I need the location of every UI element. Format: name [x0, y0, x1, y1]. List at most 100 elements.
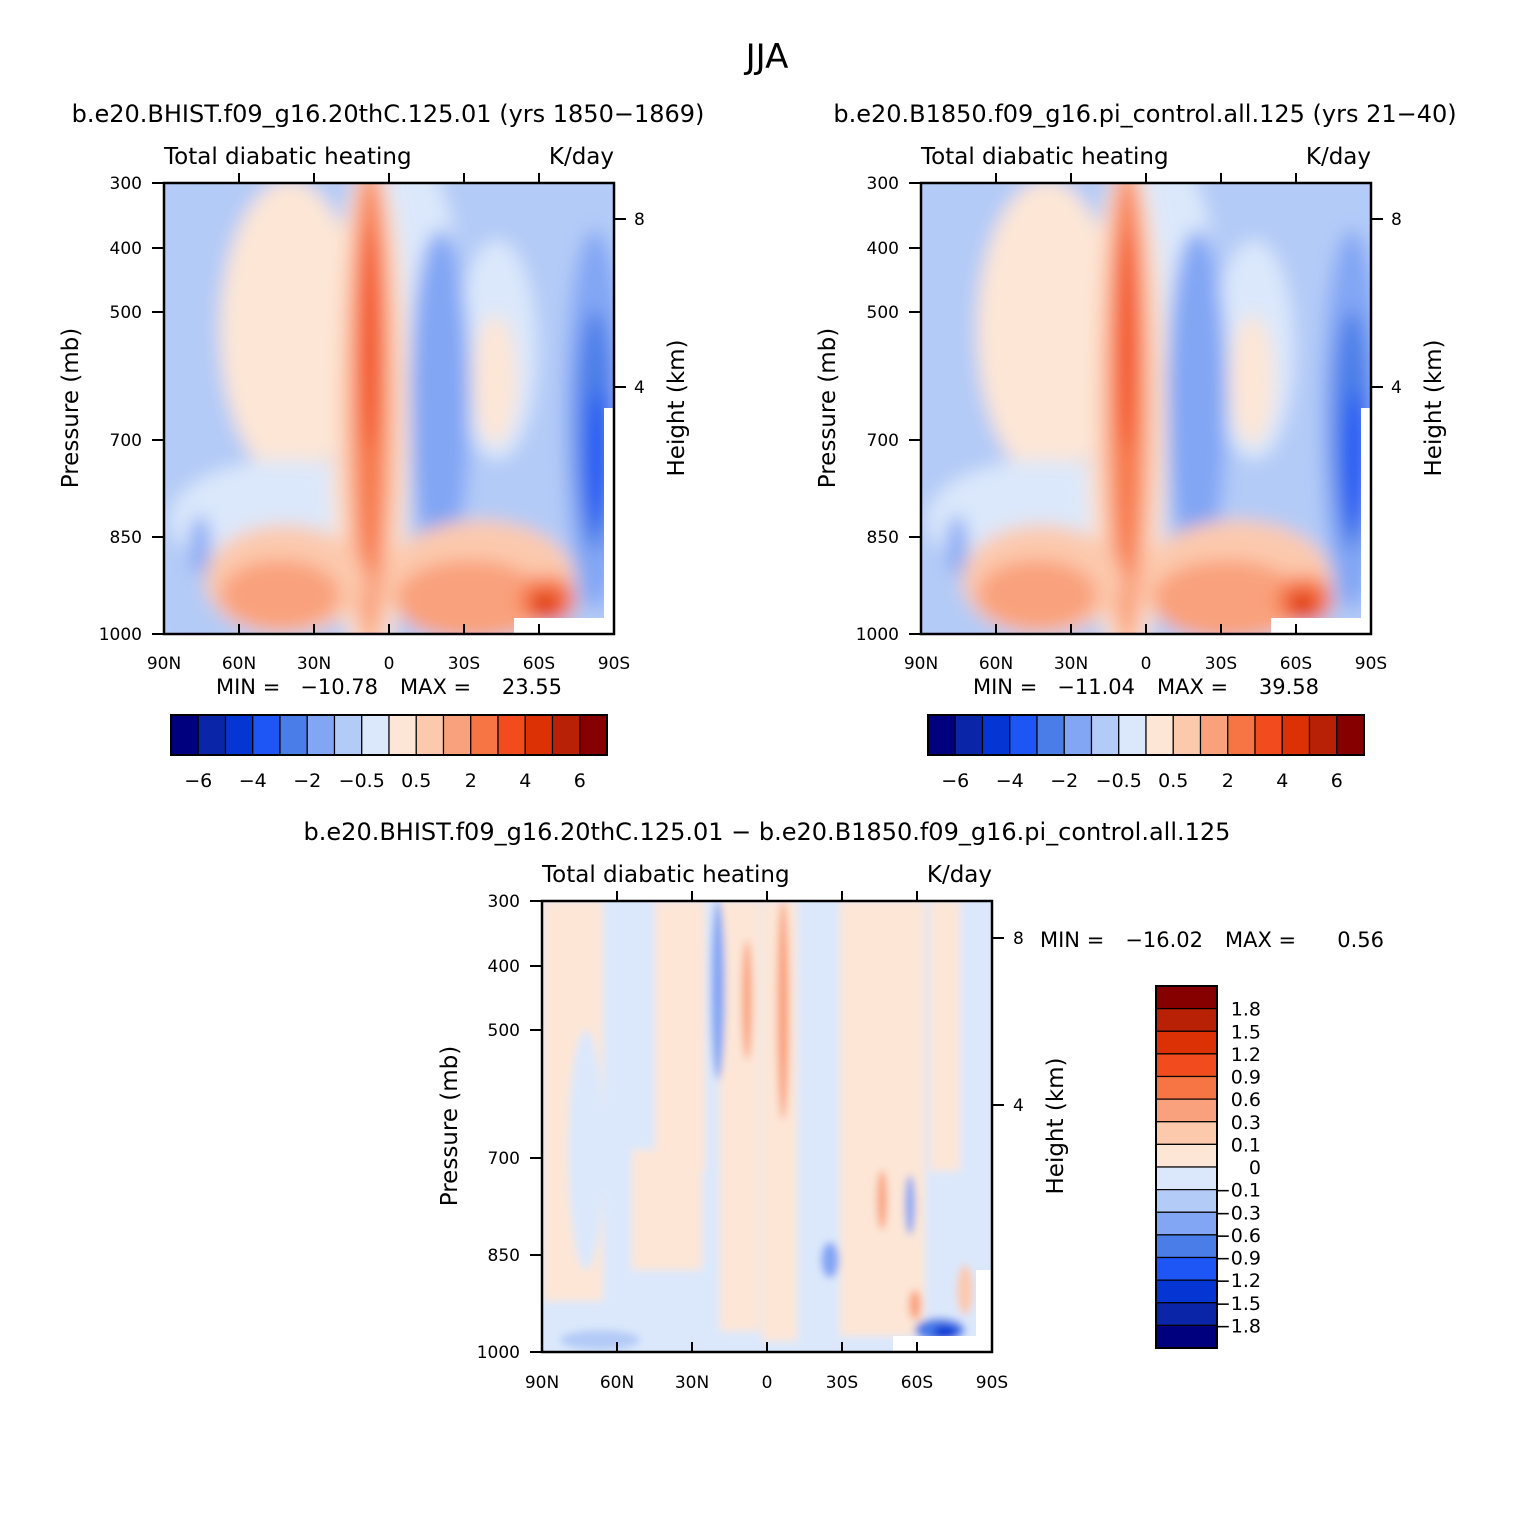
- colorbar-label: 1.2: [1231, 1044, 1261, 1066]
- difference-title: b.e20.BHIST.f09_g16.20thC.125.01 − b.e20…: [304, 818, 1231, 846]
- y-tick-label: 400: [110, 239, 142, 259]
- y-tick-label: 700: [110, 431, 142, 451]
- min-value: −11.04: [1057, 675, 1135, 699]
- x-ticks: [920, 173, 1297, 634]
- x-tick-label: 60N: [600, 1373, 634, 1393]
- colorbar-swatch: [1155, 1098, 1218, 1123]
- y-axis-label: Pressure (mb): [58, 328, 84, 488]
- y-ticks: [909, 182, 1383, 635]
- x-tick-label: 90N: [525, 1373, 559, 1393]
- panel-label: Total diabatic heating: [163, 144, 412, 170]
- colorbar-label: 0.5: [401, 770, 431, 792]
- colorbar-swatch: [1155, 1008, 1218, 1032]
- x-ticks: [163, 173, 540, 634]
- panel-label: Total diabatic heating: [920, 144, 1169, 170]
- colorbar-swatch: [333, 714, 363, 756]
- colorbar-label: −0.6: [1215, 1225, 1261, 1247]
- min-label: MIN =: [1040, 928, 1104, 952]
- colorbar-swatch: [1155, 1121, 1218, 1145]
- colorbar-swatch: [1118, 714, 1147, 756]
- y-tick-label: 500: [867, 303, 899, 323]
- colorbar-swatch: [1155, 1143, 1218, 1168]
- colorbar-label: 1.5: [1231, 1021, 1261, 1043]
- y-tick-label: 1000: [477, 1343, 520, 1363]
- colorbar-swatch: [1063, 714, 1093, 756]
- x-tick-label: 60S: [523, 654, 555, 674]
- colorbar-swatch: [1155, 1234, 1218, 1259]
- colorbar: 1.81.51.20.90.60.30.10−0.1−0.3−0.6−0.9−1…: [1155, 985, 1261, 1349]
- y-tick-label: 1000: [856, 625, 899, 645]
- contour-field: [542, 901, 992, 1352]
- colorbar-swatch: [1155, 1053, 1218, 1078]
- x-tick-label: 60S: [901, 1373, 933, 1393]
- max-value: 0.56: [1337, 928, 1384, 952]
- y-tick-label: 500: [488, 1021, 520, 1041]
- y-axis-label: Pressure (mb): [815, 328, 841, 488]
- height-tick-label: 4: [1013, 1096, 1024, 1116]
- colorbar-label: 6: [574, 770, 586, 792]
- colorbar-label: −2: [293, 770, 321, 792]
- colorbar-label: −4: [996, 770, 1024, 792]
- colorbar-swatch: [524, 714, 554, 756]
- colorbar-label: 0.1: [1231, 1134, 1261, 1156]
- x-tick-label: 60N: [979, 654, 1013, 674]
- y-ticks: [530, 900, 1004, 1353]
- max-label: MAX =: [1157, 675, 1228, 699]
- y-tick-label: 300: [488, 892, 520, 912]
- colorbar-swatch: [279, 714, 308, 756]
- colorbar-swatch: [252, 714, 281, 756]
- height-tick-label: 8: [634, 210, 645, 230]
- colorbar-label: 4: [519, 770, 531, 792]
- y-tick-label: 850: [488, 1246, 520, 1266]
- colorbar-label: −6: [184, 770, 212, 792]
- y-axis-label: Pressure (mb): [437, 1046, 463, 1206]
- x-tick-label: 30N: [675, 1373, 709, 1393]
- x-tick-label: 30S: [448, 654, 480, 674]
- y-tick-label: 400: [867, 239, 899, 259]
- colorbar-swatch: [1227, 714, 1256, 756]
- colorbar-label: −1.8: [1215, 1315, 1261, 1337]
- right-axis-label: Height (km): [664, 339, 690, 476]
- contour-field: [921, 183, 1371, 634]
- colorbar-swatch: [1308, 714, 1338, 756]
- colorbar-swatch: [1155, 1211, 1218, 1236]
- x-tick-label: 90S: [976, 1373, 1008, 1393]
- colorbar-swatch: [470, 714, 499, 756]
- colorbar-label: −0.1: [1215, 1180, 1261, 1202]
- y-tick-label: 700: [867, 431, 899, 451]
- colorbar-swatch: [1155, 985, 1218, 1010]
- x-tick-label: 30N: [297, 654, 331, 674]
- colorbar-swatch: [1155, 1324, 1218, 1349]
- colorbar-swatch: [415, 714, 445, 756]
- colorbar-swatch: [1155, 1075, 1218, 1100]
- x-tick-label: 90N: [147, 654, 181, 674]
- figure-title: JJA: [744, 37, 789, 77]
- colorbar-swatch: [1172, 714, 1202, 756]
- panel-control-left: Total diabatic heating K/day 90N 60N 30N…: [58, 144, 690, 792]
- colorbar-swatch: [1036, 714, 1065, 756]
- colorbar-label: −0.5: [1096, 770, 1142, 792]
- colorbar-swatch: [1155, 1189, 1218, 1213]
- colorbar-swatch: [497, 714, 526, 756]
- colorbar-swatch: [1155, 1302, 1218, 1326]
- y-tick-label: 1000: [99, 625, 142, 645]
- x-tick-label: 0: [762, 1373, 773, 1393]
- colorbar-swatch: [1009, 714, 1038, 756]
- colorbar-label: −1.2: [1215, 1270, 1261, 1292]
- colorbar-label: 4: [1276, 770, 1288, 792]
- colorbar-label: 0.3: [1231, 1112, 1261, 1134]
- height-tick-label: 4: [1391, 378, 1402, 398]
- max-label: MAX =: [400, 675, 471, 699]
- left-case-title: b.e20.BHIST.f09_g16.20thC.125.01 (yrs 18…: [72, 100, 705, 128]
- colorbar-label: −2: [1050, 770, 1078, 792]
- x-tick-label: 90S: [1355, 654, 1387, 674]
- x-tick-label: 60N: [222, 654, 256, 674]
- panel-difference: Total diabatic heating K/day 90N 60N 30N…: [437, 862, 1384, 1393]
- colorbar-swatch: [442, 714, 472, 756]
- min-label: MIN =: [973, 675, 1037, 699]
- max-label: MAX =: [1225, 928, 1296, 952]
- height-tick-label: 8: [1391, 210, 1402, 230]
- units-label: K/day: [927, 862, 992, 888]
- colorbar-swatch: [981, 714, 1011, 756]
- colorbar-swatch: [388, 714, 417, 756]
